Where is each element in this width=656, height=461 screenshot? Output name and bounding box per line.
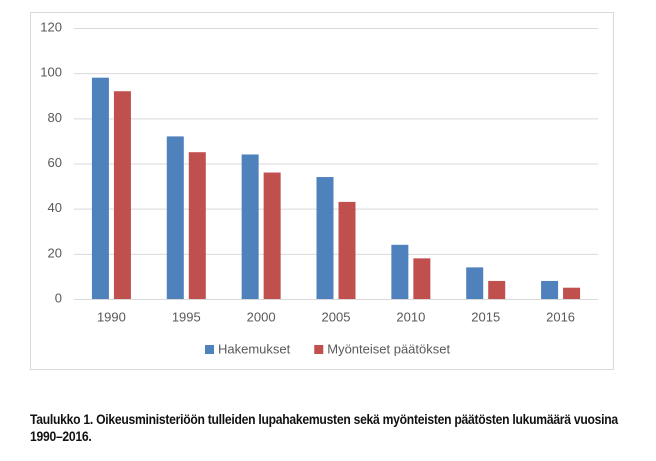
bar xyxy=(488,280,506,299)
bar xyxy=(166,136,184,299)
y-tick-label: 120 xyxy=(40,19,62,34)
x-tick-label: 2016 xyxy=(546,309,575,324)
y-tick-label: 20 xyxy=(48,245,62,260)
bar xyxy=(338,201,356,299)
y-tick-label: 0 xyxy=(55,290,62,305)
bar xyxy=(263,172,281,299)
bar xyxy=(316,177,334,299)
bar xyxy=(241,154,259,299)
bar xyxy=(413,258,431,299)
y-tick-label: 60 xyxy=(48,155,62,170)
y-tick-label: 100 xyxy=(40,65,62,80)
bar xyxy=(91,77,109,299)
x-tick-label: 2015 xyxy=(471,309,500,324)
legend-swatch xyxy=(205,345,214,354)
bar xyxy=(466,267,484,299)
x-tick-label: 1995 xyxy=(172,309,201,324)
y-tick-label: 80 xyxy=(48,110,62,125)
bar xyxy=(113,91,131,299)
x-tick-label: 1990 xyxy=(97,309,126,324)
bar xyxy=(391,244,409,299)
chart: 0 20 40 60 80 100 120 1990 1995 2000 2005 2010 2015 2… xyxy=(30,12,614,370)
bar xyxy=(541,280,559,299)
bar xyxy=(563,287,581,299)
caption: Taulukko 1. Oikeusministeriöön tulleiden… xyxy=(30,412,618,444)
y-tick-label: 40 xyxy=(48,200,62,215)
x-tick-label: 2010 xyxy=(396,309,425,324)
legend-label: Hakemukset xyxy=(218,341,291,356)
bar xyxy=(188,152,206,299)
x-tick-label: 2005 xyxy=(322,309,351,324)
x-tick-label: 2000 xyxy=(247,309,276,324)
legend-swatch xyxy=(314,345,324,354)
legend-label: Myönteiset päätökset xyxy=(327,341,450,356)
